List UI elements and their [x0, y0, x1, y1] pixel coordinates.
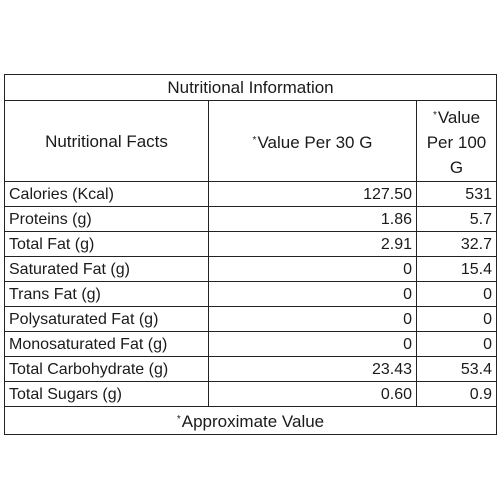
- nutrient-label: Trans Fat (g): [4, 281, 209, 307]
- value-per-serving: 0: [208, 256, 417, 282]
- value-per-serving: 1.86: [208, 206, 417, 232]
- asterisk-marker: *: [252, 134, 257, 146]
- nutrient-label: Polysaturated Fat (g): [4, 306, 209, 332]
- table-row: Total Sugars (g) 0.60 0.9: [4, 381, 497, 407]
- asterisk-marker: *: [432, 109, 437, 121]
- table-row: Saturated Fat (g) 0 15.4: [4, 256, 497, 282]
- table-row: Monosaturated Fat (g) 0 0: [4, 331, 497, 357]
- nutrient-label: Calories (Kcal): [4, 181, 209, 207]
- value-per-serving: 0: [208, 281, 417, 307]
- nutrient-label: Total Fat (g): [4, 231, 209, 257]
- nutrition-panel: Nutritional Information Nutritional Fact…: [4, 74, 497, 435]
- value-per-100: 0: [416, 306, 497, 332]
- table-row: Proteins (g) 1.86 5.7: [4, 206, 497, 232]
- table-row: Total Carbohydrate (g) 23.43 53.4: [4, 356, 497, 382]
- title-row: Nutritional Information: [4, 74, 497, 101]
- table-row: Polysaturated Fat (g) 0 0: [4, 306, 497, 332]
- nutrient-label: Saturated Fat (g): [4, 256, 209, 282]
- table-row: Trans Fat (g) 0 0: [4, 281, 497, 307]
- header-value-per-100-label: Value Per 100 G: [426, 107, 487, 177]
- footnote-row: *Approximate Value: [4, 406, 497, 435]
- table-row: Total Fat (g) 2.91 32.7: [4, 231, 497, 257]
- nutrient-label: Proteins (g): [4, 206, 209, 232]
- footnote-text: Approximate Value: [181, 412, 325, 431]
- value-per-serving: 0.60: [208, 381, 417, 407]
- value-per-100: 15.4: [416, 256, 497, 282]
- value-per-100: 531: [416, 181, 497, 207]
- nutrient-label: Total Sugars (g): [4, 381, 209, 407]
- header-value-per-100: *Value Per 100 G: [416, 100, 497, 182]
- value-per-100: 0: [416, 331, 497, 357]
- value-per-serving: 127.50: [208, 181, 417, 207]
- header-nutritional-facts: Nutritional Facts: [4, 100, 209, 182]
- value-per-100: 53.4: [416, 356, 497, 382]
- value-per-100: 0: [416, 281, 497, 307]
- table-row: Calories (Kcal) 127.50 531: [4, 181, 497, 207]
- nutrient-label: Monosaturated Fat (g): [4, 331, 209, 357]
- value-per-100: 0.9: [416, 381, 497, 407]
- value-per-serving: 0: [208, 331, 417, 357]
- header-row: Nutritional Facts *Value Per 30 G *Value…: [4, 100, 497, 182]
- value-per-serving: 2.91: [208, 231, 417, 257]
- footnote: *Approximate Value: [4, 406, 497, 435]
- table-title: Nutritional Information: [4, 74, 497, 101]
- value-per-serving: 23.43: [208, 356, 417, 382]
- header-value-per-serving: *Value Per 30 G: [208, 100, 417, 182]
- value-per-100: 5.7: [416, 206, 497, 232]
- asterisk-marker: *: [176, 414, 181, 425]
- value-per-100: 32.7: [416, 231, 497, 257]
- value-per-serving: 0: [208, 306, 417, 332]
- header-value-per-serving-label: Value Per 30 G: [257, 132, 373, 152]
- nutrient-label: Total Carbohydrate (g): [4, 356, 209, 382]
- nutrition-table: Nutritional Information Nutritional Fact…: [4, 74, 497, 435]
